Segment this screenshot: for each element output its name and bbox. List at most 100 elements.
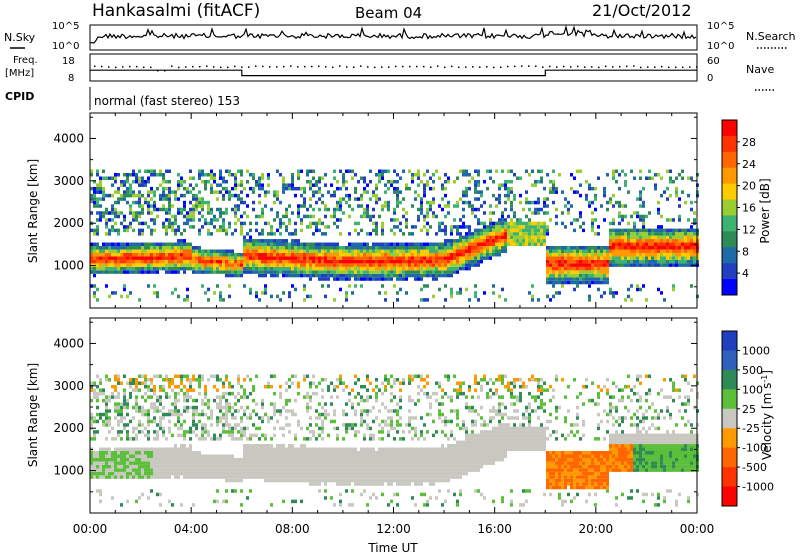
- heatmap-cell: [120, 437, 123, 441]
- heatmap-cell: [345, 298, 348, 302]
- heatmap-cell: [303, 266, 306, 271]
- heatmap-cell: [291, 252, 294, 257]
- heatmap-cell: [168, 169, 171, 174]
- heatmap-cell: [456, 252, 459, 257]
- heatmap-cell: [216, 256, 219, 260]
- heatmap-cell: [621, 242, 624, 247]
- heatmap-cell: [294, 249, 297, 253]
- heatmap-cell: [447, 246, 450, 250]
- heatmap-cell: [93, 395, 96, 399]
- heatmap-cell: [480, 232, 483, 236]
- heatmap-cell: [273, 412, 276, 417]
- heatmap-cell: [132, 437, 135, 441]
- heatmap-cell: [285, 211, 288, 215]
- heatmap-cell: [654, 228, 657, 233]
- heatmap-cell: [672, 249, 675, 253]
- nave-dot: [220, 66, 222, 69]
- heatmap-cell: [105, 270, 108, 274]
- heatmap-cell: [123, 246, 126, 250]
- heatmap-cell: [270, 454, 273, 458]
- heatmap-cell: [549, 273, 552, 278]
- heatmap-cell: [519, 232, 522, 236]
- heatmap-cell: [648, 239, 651, 243]
- heatmap-cell: [279, 246, 282, 250]
- heatmap-cell: [240, 468, 243, 472]
- heatmap-cell: [333, 266, 336, 271]
- heatmap-cell: [606, 266, 609, 271]
- heatmap-cell: [399, 263, 402, 267]
- heatmap-cell: [312, 461, 315, 465]
- heatmap-cell: [219, 291, 222, 295]
- heatmap-cell: [105, 468, 108, 472]
- heatmap-cell: [147, 430, 150, 434]
- heatmap-cell: [678, 252, 681, 257]
- heatmap-cell: [237, 478, 240, 483]
- heatmap-cell: [204, 266, 207, 271]
- heatmap-cell: [117, 249, 120, 253]
- heatmap-cell: [300, 252, 303, 257]
- heatmap-cell: [465, 200, 468, 205]
- heatmap-cell: [288, 221, 291, 226]
- heatmap-cell: [447, 252, 450, 257]
- nave-dot: [122, 66, 124, 68]
- heatmap-cell: [237, 374, 240, 379]
- heatmap-cell: [114, 214, 117, 219]
- heatmap-cell: [681, 169, 684, 174]
- heatmap-cell: [96, 197, 99, 201]
- heatmap-cell: [279, 263, 282, 267]
- nave-dot: [633, 65, 635, 67]
- heatmap-cell: [456, 204, 459, 208]
- heatmap-cell: [159, 173, 162, 177]
- heatmap-cell: [225, 430, 228, 434]
- heatmap-cell: [306, 270, 309, 274]
- heatmap-cell: [105, 454, 108, 458]
- heatmap-cell: [228, 457, 231, 462]
- heatmap-cell: [360, 266, 363, 271]
- heatmap-cell: [408, 186, 411, 191]
- heatmap-cell: [129, 193, 132, 198]
- heatmap-cell: [447, 239, 450, 243]
- heatmap-cell: [558, 263, 561, 267]
- heatmap-cell: [237, 457, 240, 462]
- heatmap-cell: [159, 464, 162, 469]
- heatmap-cell: [549, 218, 552, 222]
- heatmap-cell: [534, 242, 537, 247]
- heatmap-cell: [543, 200, 546, 205]
- heatmap-cell: [120, 179, 123, 184]
- heatmap-cell: [234, 426, 237, 431]
- heatmap-cell: [351, 169, 354, 174]
- heatmap-cell: [174, 221, 177, 226]
- heatmap-cell: [294, 374, 297, 379]
- heatmap-cell: [153, 475, 156, 479]
- heatmap-cell: [183, 384, 186, 389]
- heatmap-cell: [201, 207, 204, 212]
- heatmap-cell: [165, 259, 168, 264]
- heatmap-cell: [306, 464, 309, 469]
- heatmap-cell: [117, 186, 120, 191]
- heatmap-cell: [486, 186, 489, 191]
- heatmap-cell: [546, 249, 549, 253]
- heatmap-cell: [474, 207, 477, 212]
- heatmap-cell: [177, 464, 180, 469]
- heatmap-cell: [333, 475, 336, 479]
- heatmap-cell: [297, 478, 300, 483]
- heatmap-cell: [123, 471, 126, 476]
- heatmap-cell: [483, 200, 486, 205]
- heatmap-cell: [318, 482, 321, 486]
- heatmap-cell: [399, 259, 402, 264]
- heatmap-cell: [204, 183, 207, 187]
- heatmap-cell: [633, 235, 636, 240]
- heatmap-cell: [282, 454, 285, 458]
- heatmap-cell: [225, 398, 228, 403]
- heatmap-cell: [273, 190, 276, 194]
- heatmap-cell: [609, 232, 612, 236]
- heatmap-cell: [645, 249, 648, 253]
- heatmap-cell: [252, 409, 255, 413]
- heatmap-cell: [198, 211, 201, 215]
- heatmap-cell: [489, 249, 492, 253]
- heatmap-cell: [609, 256, 612, 260]
- nave-dot: [367, 66, 369, 68]
- heatmap-cell: [672, 232, 675, 236]
- heatmap-cell: [240, 384, 243, 389]
- heatmap-cell: [141, 447, 144, 452]
